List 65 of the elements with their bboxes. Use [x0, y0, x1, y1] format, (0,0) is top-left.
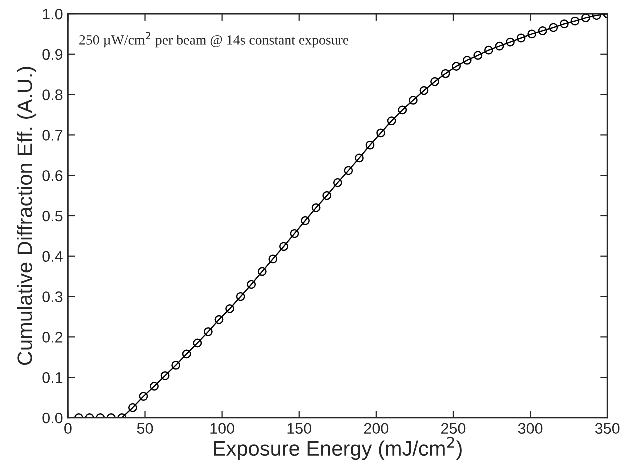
- x-tick-label: 0: [64, 423, 72, 434]
- y-tick-label: 0.4: [42, 251, 63, 262]
- point: [182, 350, 192, 359]
- x-tick-label: 250: [442, 423, 466, 434]
- point: [495, 42, 504, 51]
- y-axis-title: Cumulative Diffraction Eff. (A.U.): [17, 67, 37, 366]
- point: [150, 382, 159, 391]
- point: [516, 34, 526, 43]
- point: [268, 254, 278, 264]
- x-tick-label: 150: [288, 423, 312, 434]
- point: [172, 361, 181, 370]
- x-tick-label: 350: [595, 423, 620, 434]
- point: [560, 20, 569, 29]
- point: [236, 292, 246, 302]
- point: [226, 304, 234, 314]
- point: [204, 327, 213, 336]
- point: [387, 116, 396, 126]
- point: [290, 229, 300, 238]
- point: [420, 86, 429, 96]
- point: [193, 338, 202, 348]
- point: [355, 154, 364, 163]
- point: [344, 166, 354, 176]
- x-axis-title: Exposure Energy (mJ/cm$^{2}$): [214, 437, 462, 460]
- y-tick-label: 0.0: [42, 412, 63, 424]
- point: [538, 26, 548, 36]
- point: [301, 216, 310, 226]
- y-tick-label: 0.2: [42, 332, 63, 343]
- point: [312, 203, 321, 212]
- y-tick-label: 0.1: [42, 372, 63, 384]
- point: [247, 280, 256, 290]
- point: [430, 77, 440, 86]
- point: [549, 23, 558, 32]
- point: [408, 96, 418, 105]
- point: [214, 315, 224, 324]
- y-tick-label: 0.7: [42, 130, 63, 141]
- point: [160, 372, 170, 380]
- annotation: 250 µW/cm$^{2}$ per beam @ 14s constant exposure: [80, 32, 349, 48]
- y-tick-label: 0.8: [42, 90, 63, 100]
- point: [139, 392, 148, 401]
- point: [528, 30, 537, 39]
- point: [462, 56, 472, 65]
- point: [582, 14, 590, 22]
- point: [484, 46, 494, 55]
- point: [441, 69, 450, 78]
- x-tick-label: 50: [137, 423, 154, 434]
- y-tick-label: 0.6: [42, 170, 63, 182]
- point: [128, 403, 138, 412]
- point: [452, 62, 462, 71]
- x-tick-label: 200: [364, 423, 389, 434]
- point: [366, 140, 375, 150]
- point: [322, 191, 332, 200]
- x-tick-label: 300: [518, 423, 543, 434]
- point: [398, 106, 408, 115]
- x-tick-label: 100: [210, 423, 234, 434]
- point: [376, 128, 386, 138]
- point: [570, 16, 580, 26]
- y-tick-label: 1.0: [43, 8, 63, 20]
- point: [280, 242, 288, 252]
- point: [258, 267, 267, 276]
- point: [474, 51, 483, 60]
- y-tick-label: 0.3: [42, 292, 63, 302]
- y-tick-label: 0.5: [42, 210, 63, 222]
- point: [506, 38, 515, 47]
- y-tick-label: 0.9: [42, 49, 63, 60]
- point: [333, 178, 342, 188]
